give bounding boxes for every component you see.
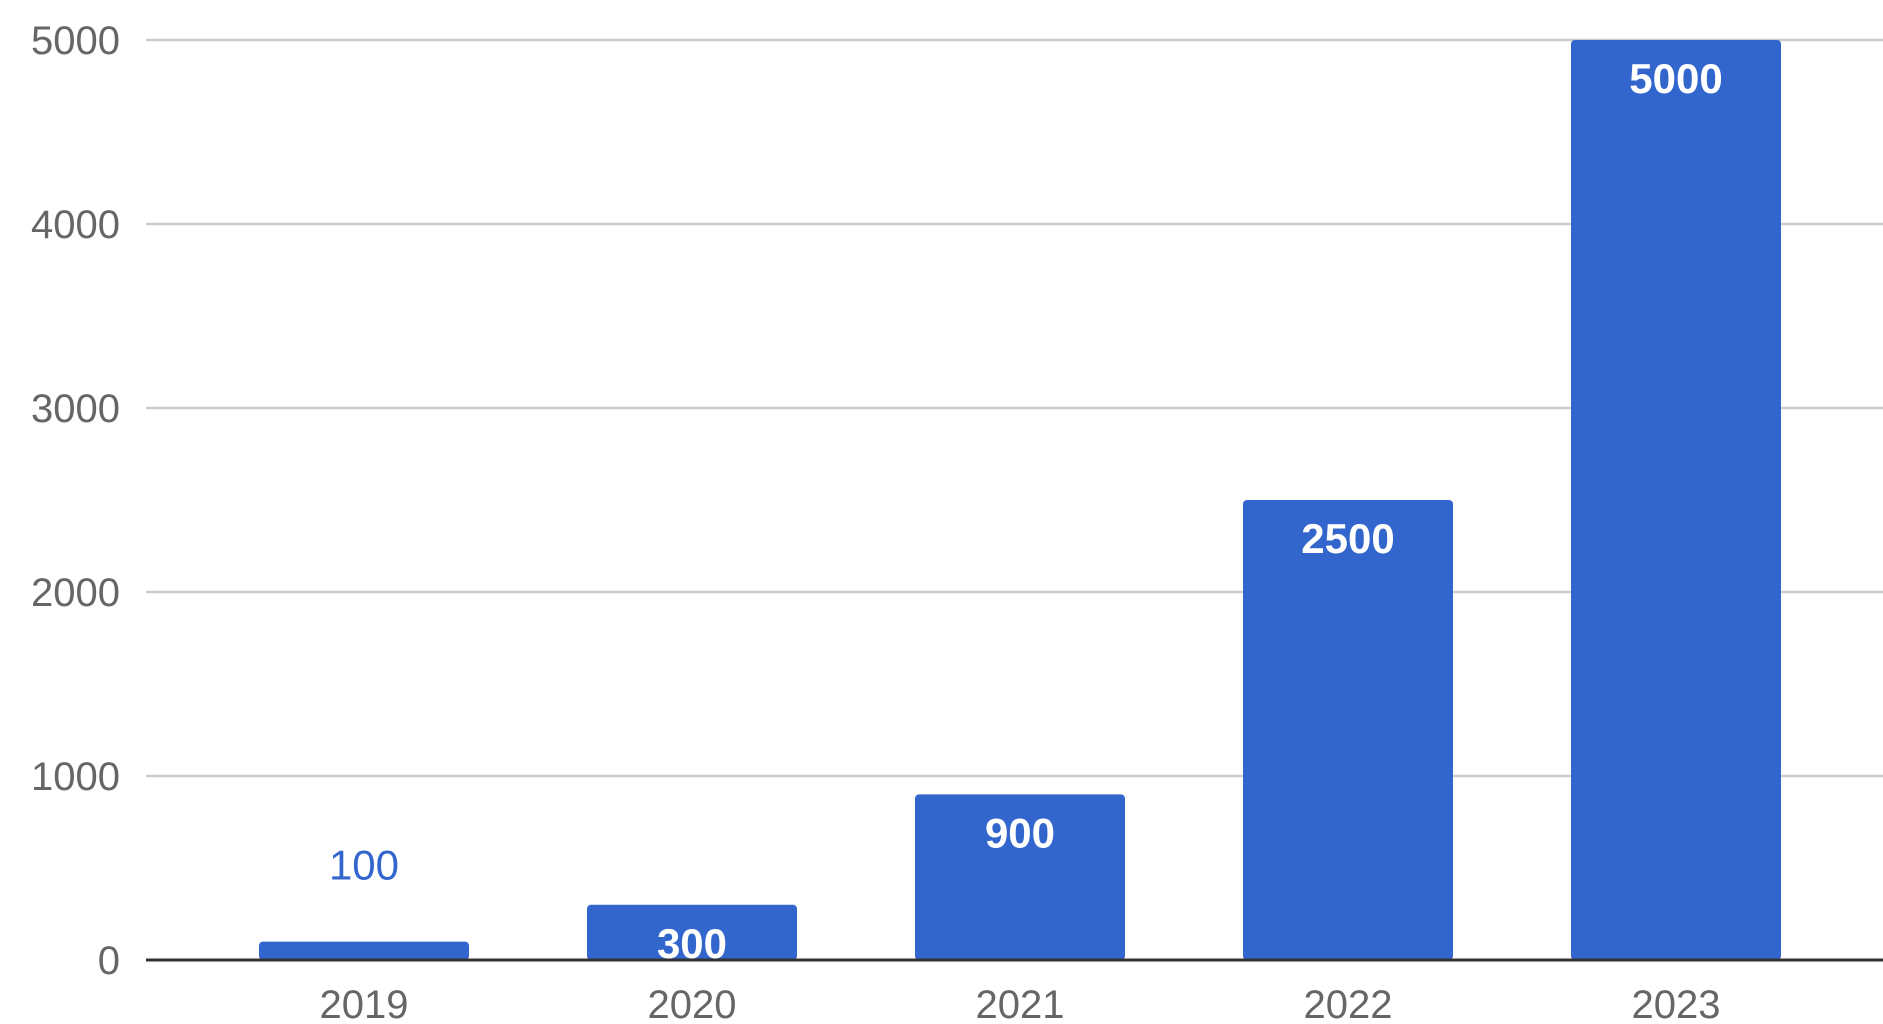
data-label: 100 (329, 842, 399, 889)
x-axis-ticks: 2019 2020 2021 2022 2023 (320, 983, 1721, 1024)
data-label: 900 (985, 809, 1055, 856)
bar-2020 (587, 904, 797, 960)
data-label: 2500 (1301, 515, 1394, 562)
data-label: 5000 (1629, 55, 1722, 102)
y-tick-label: 0 (98, 939, 120, 983)
x-tick-label: 2023 (1632, 983, 1721, 1024)
y-tick-label: 4000 (31, 203, 120, 247)
bar-2019 (259, 941, 469, 960)
data-label: 300 (657, 920, 727, 967)
bar-2021 (915, 794, 1125, 960)
x-tick-label: 2021 (976, 983, 1065, 1024)
bar-2023 (1571, 40, 1781, 960)
data-labels: 100 300 900 2500 5000 (329, 55, 1723, 967)
y-tick-label: 5000 (31, 19, 120, 63)
bars (259, 40, 1781, 960)
y-tick-label: 3000 (31, 387, 120, 431)
y-tick-label: 1000 (31, 755, 120, 799)
y-axis-ticks: 0 1000 2000 3000 4000 5000 (31, 19, 120, 983)
x-tick-label: 2022 (1304, 983, 1393, 1024)
x-tick-label: 2020 (648, 983, 737, 1024)
bar-2022 (1243, 500, 1453, 960)
x-tick-label: 2019 (320, 983, 409, 1024)
y-tick-label: 2000 (31, 571, 120, 615)
